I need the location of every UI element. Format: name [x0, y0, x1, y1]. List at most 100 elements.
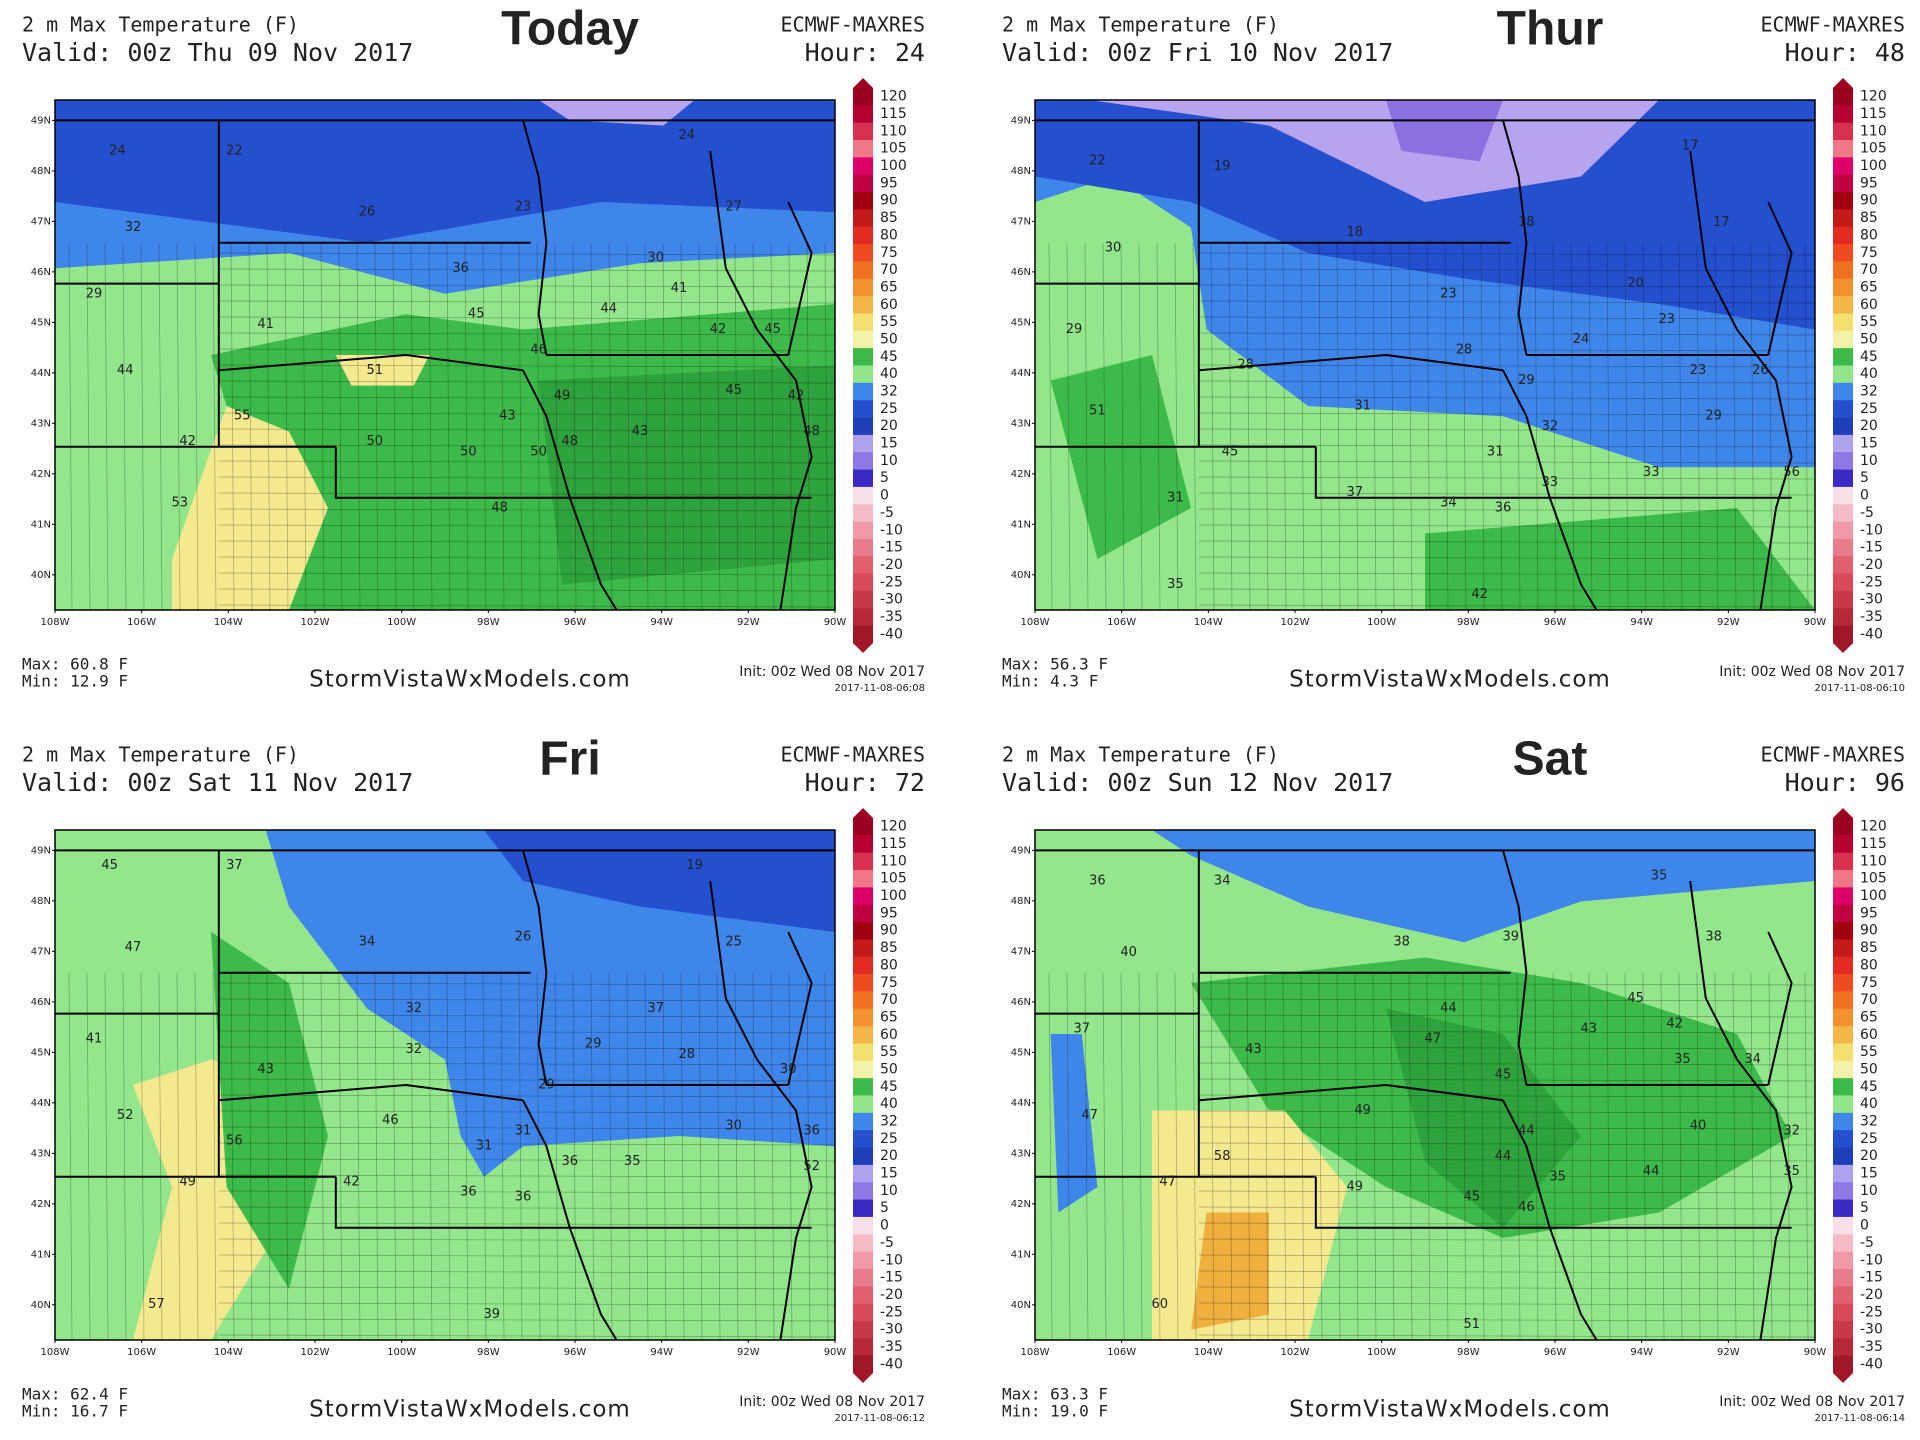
colorbar-cell	[853, 365, 873, 384]
colorbar-label: 65	[880, 1009, 898, 1025]
county-line	[1750, 242, 1755, 610]
county-line	[320, 972, 325, 1340]
temperature-label: 41	[671, 281, 688, 296]
temperature-label: 56	[1783, 465, 1800, 480]
temperature-label: 34	[1440, 495, 1457, 510]
county-line	[302, 242, 307, 610]
colorbar-label: -15	[880, 1270, 903, 1286]
county-line	[218, 348, 835, 352]
temperature-label: 18	[1518, 215, 1535, 230]
temperature-label: 32	[1783, 1123, 1800, 1138]
colorbar-cell	[1833, 1026, 1853, 1044]
colorbar-label: -5	[1860, 1235, 1874, 1251]
colorbar-label: -30	[880, 1322, 903, 1338]
colorbar-cell	[853, 1043, 873, 1062]
map-panel: 2 m Max Temperature (F)Valid: 00z Sun 12…	[1002, 733, 1905, 1424]
max-value: Max: 63.3 F	[1002, 1385, 1108, 1404]
county-line	[1198, 1318, 1815, 1322]
colorbar-arrow	[1833, 808, 1853, 818]
colorbar-cell	[1833, 1199, 1853, 1218]
latitude-label: 45N	[1011, 317, 1031, 328]
county-line	[1198, 348, 1815, 352]
longitude-label: 104W	[214, 1347, 243, 1358]
county-line	[428, 242, 433, 610]
county-line	[1588, 972, 1593, 1340]
longitude-label: 96W	[1544, 1347, 1567, 1358]
colorbar-label: 45	[1860, 1079, 1878, 1095]
colorbar-cell	[1833, 417, 1853, 436]
temperature-label: 39	[484, 1307, 501, 1322]
latitude-label: 46N	[1011, 267, 1031, 278]
colorbar-label: 10	[880, 453, 898, 469]
colorbar-label: 120	[1860, 89, 1887, 105]
latitude-label: 49N	[1011, 115, 1031, 126]
colorbar-label: 55	[1860, 314, 1878, 330]
state-border	[787, 201, 813, 356]
colorbar-cell	[1833, 1320, 1853, 1339]
colorbar-cell	[1833, 1130, 1853, 1149]
temperature-region	[1386, 100, 1503, 162]
colorbar-label: -25	[880, 1304, 903, 1320]
colorbar-cell	[853, 1060, 873, 1079]
colorbar-cell	[1833, 226, 1853, 245]
temperature-label: 38	[1393, 935, 1410, 950]
map-area: 45 37 19 47 34 26 25 32 37 41 32 29 28 30 43 29 52 46 30 36…	[55, 830, 835, 1340]
colorbar-label: -20	[880, 1287, 903, 1303]
colorbar-label: 0	[880, 1218, 889, 1234]
colorbar-cell	[1833, 174, 1853, 193]
county-line	[1642, 972, 1647, 1340]
latitude-label: 42N	[31, 1199, 51, 1210]
temperature-label: 31	[476, 1139, 493, 1154]
colorbar-cell	[853, 244, 873, 262]
county-line	[1066, 972, 1071, 1340]
colorbar-cell	[1833, 330, 1853, 349]
county-line	[1732, 972, 1737, 1340]
temperature-label: 28	[1456, 342, 1473, 357]
county-line	[1198, 508, 1815, 512]
county-line	[218, 1158, 835, 1162]
longitude-label: 96W	[564, 617, 587, 628]
county-line	[218, 1286, 835, 1290]
colorbar-cell	[853, 1320, 873, 1339]
colorbar-cell	[853, 870, 873, 888]
colorbar-label: 15	[880, 436, 898, 452]
temperature-label: 43	[632, 424, 649, 439]
latitude-label: 46N	[1011, 997, 1031, 1008]
temperature-label: 52	[117, 1108, 134, 1123]
county-line	[698, 972, 703, 1340]
county-line	[1198, 998, 1815, 1002]
temperature-label: 19	[1214, 159, 1231, 174]
colorbar-cell	[853, 956, 873, 975]
colorbar-label: 40	[1860, 366, 1878, 382]
colorbar-cell	[853, 1095, 873, 1114]
min-value: Min: 4.3 F	[1002, 672, 1098, 691]
model-name: ECMWF-MAXRES	[781, 743, 926, 767]
colorbar-cell	[1833, 434, 1853, 453]
colorbar-cell	[1833, 278, 1853, 297]
colorbar-cell	[1833, 835, 1853, 854]
temperature-label: 45	[1222, 444, 1239, 459]
county-line	[1228, 972, 1233, 1340]
colorbar-label: 40	[1860, 1096, 1878, 1112]
county-line	[1642, 242, 1647, 610]
temperature-label: 50	[367, 434, 384, 449]
county-line	[1246, 242, 1251, 610]
colorbar-label: 50	[1860, 1061, 1878, 1077]
colorbar-cell	[853, 1303, 873, 1322]
temperature-label: 17	[1682, 138, 1699, 153]
colorbar-label: 120	[880, 89, 907, 105]
county-line	[1198, 604, 1815, 608]
temperature-label: 32	[406, 1001, 423, 1016]
county-line	[1300, 242, 1305, 610]
longitude-label: 102W	[1281, 1347, 1310, 1358]
colorbar-cell	[853, 939, 873, 958]
colorbar-label: 25	[1860, 401, 1878, 417]
temperature-label: 35	[1783, 1164, 1800, 1179]
county-line	[230, 242, 235, 610]
forecast-hour: Hour: 48	[1785, 38, 1905, 67]
temperature-label: 51	[367, 363, 384, 378]
longitude-label: 104W	[1194, 1347, 1223, 1358]
temperature-label: 47	[1159, 1174, 1176, 1189]
county-line	[1804, 972, 1809, 1340]
county-line	[1408, 972, 1413, 1340]
